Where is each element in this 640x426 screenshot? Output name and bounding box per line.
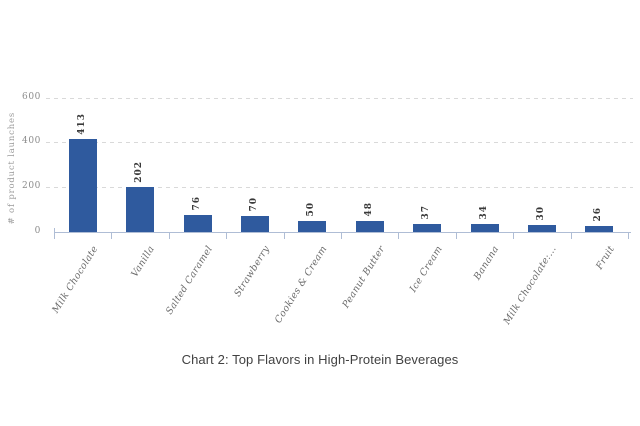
x-category-label: Strawberry: [232, 244, 273, 299]
bar-value-label: 37: [421, 205, 432, 220]
bar-value-label: 26: [593, 207, 604, 222]
bar-value-label: 70: [248, 197, 259, 212]
x-category-label: Milk Chocolate:...: [501, 244, 560, 327]
bar: [183, 215, 212, 232]
bar-value-label: 30: [535, 206, 546, 221]
x-axis-tick: [513, 232, 515, 239]
x-axis-tick: [168, 232, 170, 239]
x-category-label: Milk Chocolate: [49, 244, 101, 316]
y-axis-tick-label: 600: [22, 91, 41, 102]
bar-value-label: 413: [76, 113, 87, 135]
x-category-label: Ice Cream: [407, 244, 445, 295]
bar-value-label: 202: [134, 161, 145, 183]
x-category-label: Salted Caramel: [163, 244, 215, 317]
y-axis-tick-label: 200: [22, 181, 41, 192]
bar: [298, 221, 327, 232]
y-axis-title: # of product launches: [7, 112, 17, 225]
bar: [240, 216, 269, 232]
chart-title: Chart 2: Top Flavors in High-Protein Bev…: [181, 352, 459, 367]
gridline: [46, 97, 633, 99]
x-axis-tick: [628, 232, 629, 239]
y-axis-tick-label: 0: [34, 226, 41, 236]
bar-value-label: 50: [306, 202, 317, 217]
x-category-label: Fruit: [593, 244, 617, 272]
bar-value-label: 48: [363, 202, 374, 217]
bar: [126, 187, 155, 232]
x-category-label: Cookies & Cream: [273, 244, 330, 326]
bar: [355, 221, 384, 232]
y-axis-tick-label: 400: [22, 136, 41, 147]
bar-value-label: 76: [191, 196, 202, 211]
bar: [413, 224, 442, 232]
x-axis-line: [54, 232, 631, 233]
x-axis-tick: [283, 232, 285, 239]
x-axis-tick: [341, 232, 342, 239]
bar-value-label: 34: [478, 205, 489, 220]
x-category-label: Vanilla: [129, 244, 158, 280]
bar: [585, 226, 614, 232]
bar: [68, 139, 97, 232]
x-axis-tick: [398, 232, 400, 239]
x-axis-tick: [455, 232, 457, 239]
x-category-label: Banana: [472, 244, 502, 283]
gridline: [46, 187, 633, 189]
gridline: [46, 142, 633, 144]
x-category-label: Peanut Butter: [339, 244, 388, 311]
x-axis-tick: [111, 232, 113, 239]
bar: [527, 225, 556, 232]
bar: [470, 224, 499, 232]
x-axis-tick: [226, 232, 228, 239]
x-axis-tick: [570, 232, 572, 239]
x-axis-tick: [54, 228, 55, 239]
